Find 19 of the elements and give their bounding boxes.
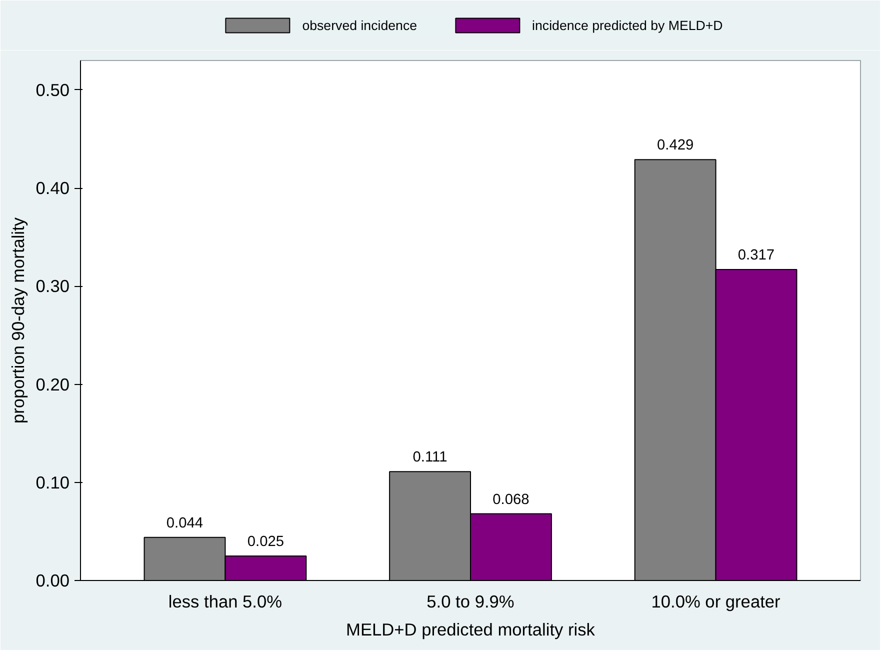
x-tick-label: less than 5.0% — [168, 592, 282, 612]
y-tick-label: 0.50 — [36, 80, 70, 100]
data-label: 0.068 — [492, 492, 530, 508]
data-label: 0.044 — [166, 515, 204, 532]
y-tick-label: 0.40 — [36, 178, 70, 198]
y-tick-label: 0.10 — [36, 472, 70, 492]
x-tick-label: 5.0 to 9.9% — [426, 592, 514, 612]
data-label: 0.111 — [412, 450, 448, 466]
y-tick-label: 0.00 — [36, 570, 70, 590]
y-tick-label: 0.20 — [36, 374, 70, 394]
data-label: 0.317 — [738, 247, 775, 264]
y-tick-label: 0.30 — [36, 276, 70, 296]
data-label: 0.025 — [247, 534, 284, 550]
x-tick-label: 10.0% or greater — [651, 592, 781, 612]
legend-label: observed incidence — [302, 18, 418, 32]
data-label: 0.429 — [656, 138, 694, 154]
x-axis-title: MELD+D predicted mortality risk — [346, 620, 596, 640]
y-axis-title: proportion 90-day mortality — [8, 217, 28, 424]
legend-label: incidence predicted by MELD+D — [532, 18, 723, 32]
